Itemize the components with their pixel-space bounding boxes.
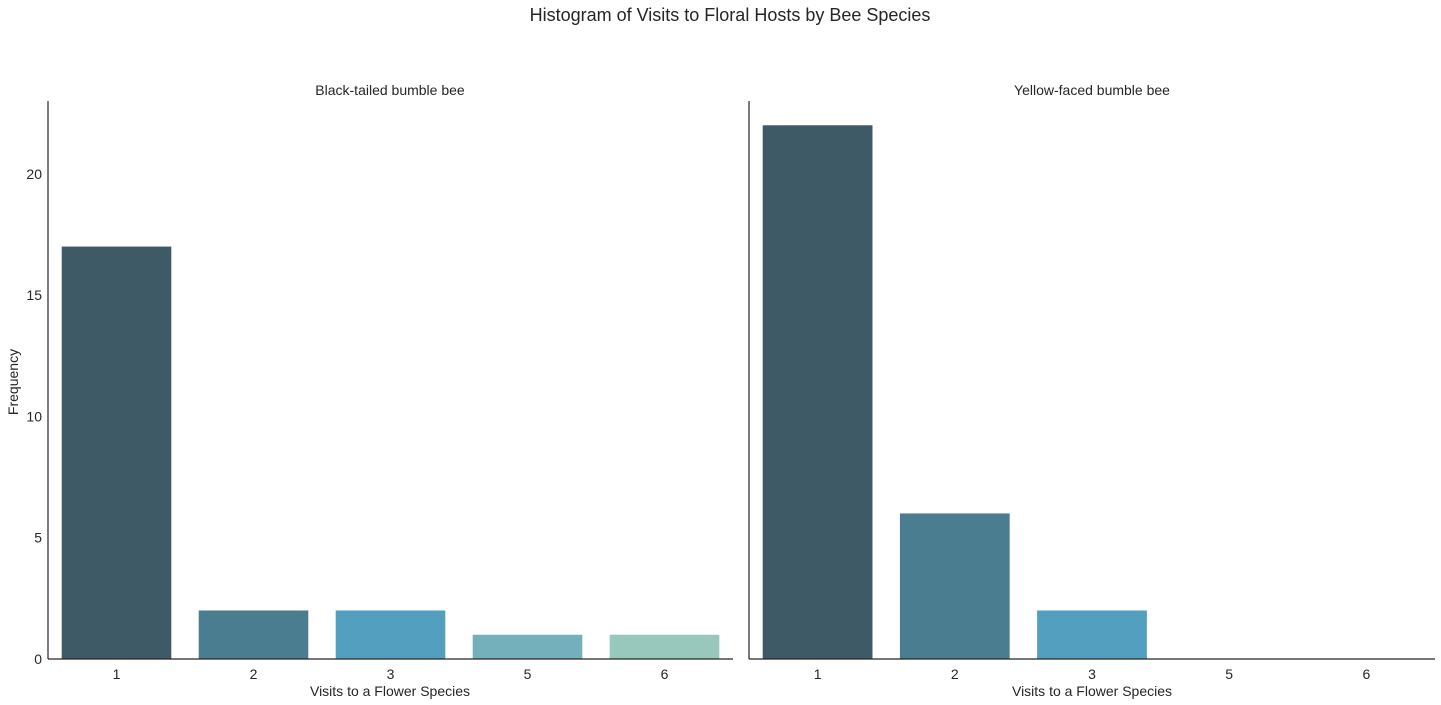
x-tick-label: 5 [524,666,532,682]
x-axis-label: Visits to a Flower Species [310,683,470,699]
bar-1 [61,246,172,659]
y-tick-label: 10 [26,408,42,424]
y-tick-label: 15 [26,287,42,303]
x-tick-label: 1 [113,666,121,682]
y-tick-label: 5 [34,530,42,546]
bar-3 [335,610,446,659]
y-tick-label: 20 [26,166,42,182]
bar-3 [1037,610,1147,659]
bar-6 [609,634,720,659]
x-axis-label: Visits to a Flower Species [1012,683,1172,699]
bar-2 [198,610,309,659]
x-tick-label: 2 [951,666,959,682]
bar-1 [762,125,873,660]
x-tick-label: 5 [1225,666,1233,682]
x-tick-label: 3 [387,666,395,682]
x-tick-label: 2 [250,666,258,682]
y-tick-label: 0 [34,651,42,667]
x-tick-label: 6 [661,666,669,682]
y-axis-label: Frequency [5,349,21,415]
panel-yellow-faced: Yellow-faced bumble bee Visits to a Flow… [748,82,1435,699]
chart-title: Histogram of Visits to Floral Hosts by B… [530,5,931,25]
panel-black-tailed: Black-tailed bumble bee Frequency Visits… [5,82,733,699]
panel-title: Black-tailed bumble bee [315,82,465,98]
bar-5 [472,634,583,659]
x-tick-label: 6 [1363,666,1371,682]
x-tick-label: 1 [814,666,822,682]
bar-2 [899,513,1010,659]
x-tick-label: 3 [1088,666,1096,682]
panel-title: Yellow-faced bumble bee [1014,82,1170,98]
